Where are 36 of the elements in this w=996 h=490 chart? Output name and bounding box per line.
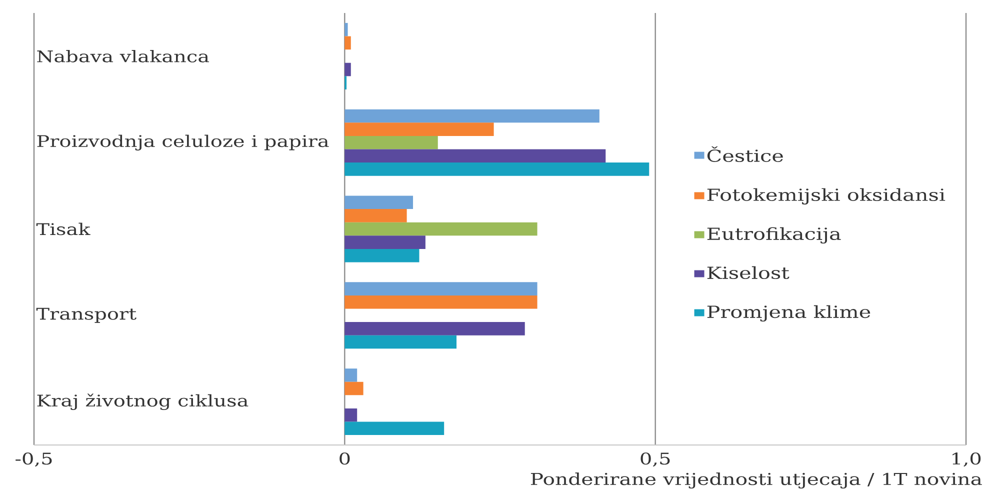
bar [344,248,420,262]
legend-label: Čestice [707,146,783,162]
y-tick-label: Transport [36,308,136,323]
bar [344,295,538,309]
y-tick-label: Proizvodnja celuloze i papira [37,134,329,150]
x-tick-label: 1,0 [952,452,981,467]
legend-label: Fotokemijski oksidansi [707,188,946,204]
bar [344,322,525,336]
legend-label: Kiselost [707,266,790,280]
bar [344,382,364,396]
bar [344,149,606,163]
x-tick-label: 0 [340,452,350,465]
bar [344,162,650,176]
bar [344,282,538,296]
bar [344,222,538,236]
y-tick-label: Nabava vlakanca [37,50,209,62]
bar [344,335,457,349]
bar [344,62,351,76]
x-tick-label: -0,5 [16,452,52,467]
bar [344,422,444,436]
bar [344,236,426,249]
y-tick-label: Kraj životnog ciklusa [37,394,248,410]
bar [344,209,407,222]
bar [344,22,348,36]
bar [344,36,351,50]
bar [344,368,358,382]
legend-label: Promjena klime [707,305,870,322]
x-axis-title: Ponderirane vrijednosti utjecaja / 1T novina [530,472,982,489]
bar [344,196,414,210]
bar [344,122,494,136]
x-tick-label: 0,5 [640,452,670,467]
bar [344,109,600,123]
legend-label: Eutrofikacija [707,227,841,244]
bar [344,136,438,150]
bar [344,408,358,422]
y-tick-label: Tisak [36,222,90,236]
